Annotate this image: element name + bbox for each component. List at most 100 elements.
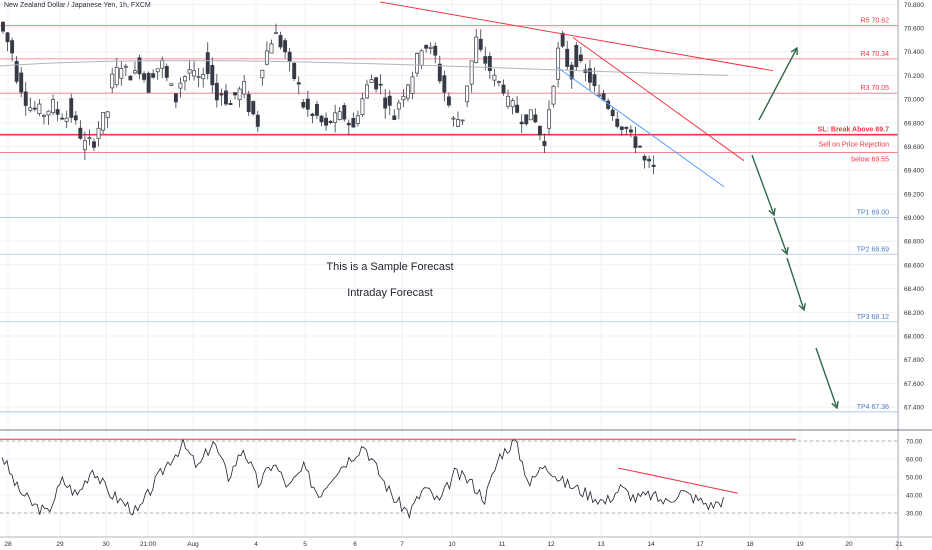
candle-body: [474, 36, 479, 63]
candle-body: [524, 114, 529, 125]
candle-body: [628, 129, 633, 133]
candle-body: [451, 117, 456, 120]
candle-body: [228, 103, 233, 105]
level-label: TP3 68.12: [857, 314, 889, 321]
candle-body: [533, 114, 538, 123]
candle-body: [355, 115, 360, 124]
price-tick-label: 68.800: [904, 239, 924, 246]
candle-body: [365, 84, 369, 99]
price-tick-label: 69.000: [904, 215, 924, 222]
candle-body: [114, 66, 119, 86]
time-tick-label: 21:00: [140, 541, 157, 548]
forecast-arrows: [751, 46, 839, 410]
candle-body: [32, 107, 37, 110]
candle-body: [301, 101, 306, 108]
price-tick-label: 69.200: [904, 191, 924, 198]
time-tick-label: 18: [746, 541, 754, 548]
candle-body: [305, 98, 310, 110]
rsi-tick-label: 70.00: [906, 439, 923, 446]
candle-body: [424, 45, 429, 49]
level-label: R5 70.62: [861, 18, 890, 25]
rsi-tick-label: 60.00: [906, 457, 923, 464]
price-tick-label: 70.800: [904, 2, 924, 9]
grid-lines: [0, 0, 900, 537]
level-label: TP1 69.00: [857, 210, 889, 217]
candle-body: [164, 66, 169, 78]
candle-body: [283, 40, 288, 53]
rsi-trend-line: [617, 467, 739, 494]
bullish-arrow: [758, 47, 798, 121]
rsi-line: [1, 438, 724, 520]
candle-body: [442, 75, 447, 93]
candle-body: [92, 141, 96, 148]
trend-lines: [0, 1, 774, 188]
candle-body: [369, 79, 374, 83]
candle-body: [551, 85, 556, 105]
candle-body: [233, 92, 237, 96]
bearish-arrow-1-head: [768, 207, 776, 217]
candle-body: [392, 115, 397, 120]
candle-body: [10, 40, 15, 54]
candle-body: [14, 60, 19, 82]
symbol-header: New Zealand Dollar / Japanese Yen, 1h, F…: [4, 2, 151, 9]
price-tick-label: 70.400: [904, 49, 924, 56]
candle-body: [592, 74, 597, 87]
candle-body: [469, 60, 474, 85]
intraday-forecast-label: Intraday Forecast: [347, 287, 433, 299]
candle-body: [615, 118, 620, 127]
channel-upper-line: [572, 37, 745, 162]
candle-body: [296, 82, 301, 85]
candle-body: [506, 95, 511, 107]
moving-average-line: [0, 60, 729, 76]
candle-body: [619, 126, 624, 130]
rsi-tick-label: 40.00: [906, 493, 923, 500]
candle-body: [556, 47, 561, 80]
price-tick-label: 68.200: [904, 310, 924, 317]
candle-body: [624, 126, 629, 129]
candle-body: [196, 76, 201, 78]
candle-body: [401, 95, 406, 101]
level-label: R3 70.05: [861, 85, 890, 92]
candle-body: [315, 104, 319, 116]
candle-body: [69, 98, 74, 118]
rsi-tick-label: 50.00: [906, 475, 923, 482]
candle-body: [201, 74, 206, 80]
price-tick-label: 69.600: [904, 144, 924, 151]
time-tick-label: 19: [796, 541, 804, 548]
price-tick-label: 69.800: [904, 120, 924, 127]
candle-body: [1, 21, 5, 32]
level-label: below 69.55: [851, 156, 889, 163]
candle-body: [96, 127, 101, 140]
candle-body: [19, 72, 24, 93]
candle-body: [569, 64, 574, 80]
candle-body: [260, 69, 265, 79]
candle-body: [224, 90, 228, 105]
candle-body: [151, 73, 156, 78]
candle-body: [483, 56, 488, 64]
time-tick-label: 7: [400, 541, 404, 548]
candle-body: [638, 145, 642, 148]
price-tick-label: 70.000: [904, 97, 924, 104]
candle-body: [274, 32, 278, 35]
candle-body: [278, 35, 283, 48]
sample-forecast-label: This is a Sample Forecast: [326, 261, 453, 273]
candle-body: [528, 109, 533, 121]
time-tick-label: 20: [845, 541, 853, 548]
candle-body: [123, 65, 128, 68]
candle-body: [537, 125, 542, 136]
bearish-arrow-3: [786, 257, 805, 311]
candle-body: [169, 83, 174, 86]
candle-body: [87, 137, 92, 139]
candle-body: [205, 52, 210, 74]
candle-body: [465, 85, 470, 103]
candle-body: [23, 91, 28, 106]
candle-body: [46, 110, 51, 116]
candle-body: [73, 115, 78, 121]
time-tick-label: 10: [448, 541, 456, 548]
candle-body: [41, 114, 46, 117]
candle-body: [155, 68, 160, 73]
level-label: TP4 67.36: [857, 404, 889, 411]
bearish-arrow-2: [773, 217, 788, 255]
time-tick-label: 5: [303, 541, 307, 548]
